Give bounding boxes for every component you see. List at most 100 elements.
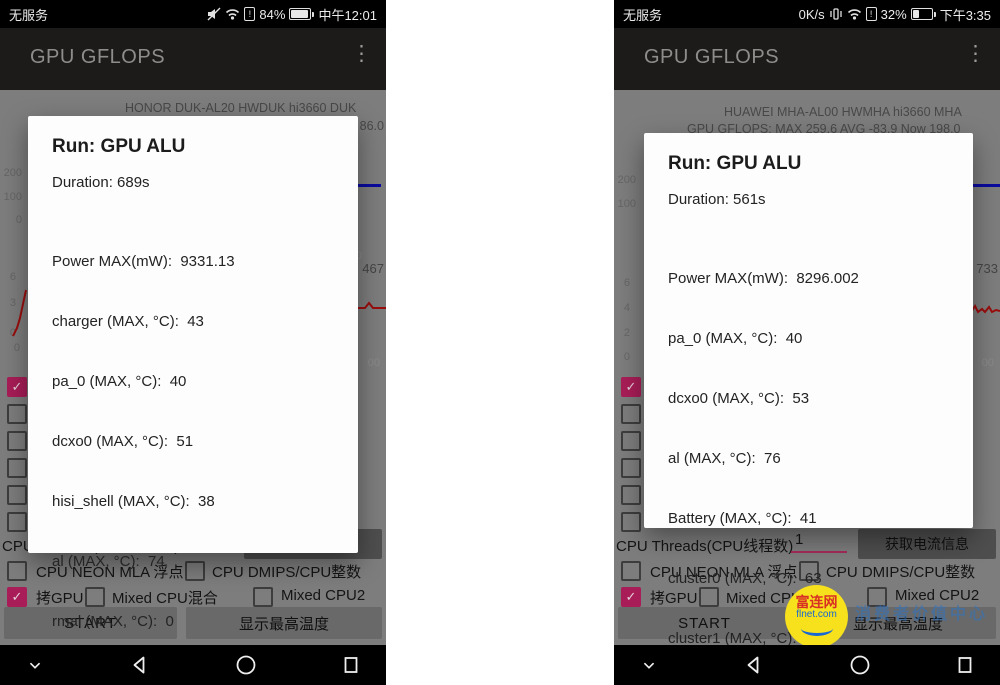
device-info-line: HUAWEI MHA-AL00 HWMHA hi3660 MHA <box>724 105 962 119</box>
option-label-gpu: 拷GPU <box>650 590 698 607</box>
battery-icon <box>910 8 933 20</box>
test-checkbox[interactable]: ✓ <box>621 404 641 424</box>
battery-icon <box>289 8 312 20</box>
axis-tick: 200 <box>3 167 22 179</box>
phone-screenshot-right: 无服务 0K/s ! 32% 下午3:35 GPU GFLOPS ⋮ HUAWE… <box>614 0 1000 685</box>
axis-tick: 0 <box>623 351 630 363</box>
back-icon[interactable] <box>127 652 153 678</box>
hide-navbar-icon[interactable] <box>22 652 48 678</box>
option-checkbox-neon[interactable]: ✓ <box>621 561 641 581</box>
result-dialog: Run: GPU ALU Duration: 561s Power MAX(mW… <box>644 133 973 647</box>
dialog-line: rmal (MAX, °C): 0 <box>52 613 174 630</box>
option-label-neon: CPU NEON MLA 浮点 <box>650 564 798 581</box>
option-checkbox-dmips[interactable]: ✓ <box>799 561 819 581</box>
show-max-temp-button[interactable]: 显示最高温度 <box>186 607 382 639</box>
check-icon: ✓ <box>11 379 23 394</box>
option-checkbox-mixed1[interactable]: ✓ <box>699 587 719 607</box>
dialog-line: dcxo0 (MAX, °C): 53 <box>668 390 810 407</box>
gflops-chart-line <box>357 184 381 187</box>
clock-label: 中午12:01 <box>318 7 377 23</box>
dialog-duration: Duration: 561s <box>668 191 766 208</box>
power-chart-line-left <box>12 289 27 337</box>
home-icon[interactable] <box>847 652 873 678</box>
start-button[interactable]: START <box>4 607 177 639</box>
check-icon: ✓ <box>625 589 637 604</box>
test-checkbox[interactable]: ✓ <box>621 485 641 505</box>
axis-tick: 100 <box>617 198 636 210</box>
dialog-line: pa_0 (MAX, °C): 40 <box>668 330 803 347</box>
power-value-fragment: 733 <box>976 261 998 276</box>
test-checkbox[interactable]: ✓ <box>7 431 27 451</box>
back-icon[interactable] <box>741 652 767 678</box>
battery-alert-icon: ! <box>244 7 256 21</box>
dialog-line: Power MAX(mW): 8296.002 <box>668 270 859 287</box>
overflow-menu-icon[interactable]: ⋮ <box>351 42 372 65</box>
phone-screenshot-left: 无服务 ! 84% 中午12:01 GPU GFLOPS ⋮ HONOR DUK… <box>0 0 386 685</box>
chart-fragment: 0 <box>355 250 362 262</box>
carrier-label: 无服务 <box>623 7 663 23</box>
option-label-mixed2: Mixed CPU2 <box>895 587 980 604</box>
option-checkbox-neon[interactable]: ✓ <box>7 561 27 581</box>
option-label-mixed2: Mixed CPU2 <box>281 587 366 604</box>
recents-icon[interactable] <box>952 652 978 678</box>
app-bar: GPU GFLOPS ⋮ <box>0 28 386 90</box>
start-button[interactable]: START <box>618 607 791 639</box>
option-checkbox-dmips[interactable]: ✓ <box>185 561 205 581</box>
axis-tick: 6 <box>623 277 630 289</box>
dialog-body: Power MAX(mW): 9331.13 charger (MAX, °C)… <box>52 212 235 685</box>
get-current-info-button[interactable]: 获取电流信息 <box>858 529 996 559</box>
watermark-smile-icon <box>800 621 833 636</box>
watermark-logo: 富连网 flnet.com <box>785 585 848 648</box>
clock-label: 下午3:35 <box>939 7 991 23</box>
result-dialog: Run: GPU ALU Duration: 689s Power MAX(mW… <box>28 116 358 685</box>
mute-icon <box>207 7 221 21</box>
home-icon[interactable] <box>233 652 259 678</box>
gflops-stats-line: GPU GFLOPS: MAX 259.6 AVG -83.9 Now 198.… <box>687 122 961 136</box>
dialog-line: al (MAX, °C): 74 <box>52 553 165 570</box>
test-checkbox[interactable]: ✓ <box>621 458 641 478</box>
nav-bar <box>0 645 386 685</box>
dialog-line: hisi_shell (MAX, °C): 38 <box>52 493 215 510</box>
dialog-title: Run: GPU ALU <box>52 136 186 157</box>
dialog-line: Power MAX(mW): 9331.13 <box>52 253 235 270</box>
axis-tick: 6 <box>9 271 16 283</box>
option-checkbox-mixed1[interactable]: ✓ <box>85 587 105 607</box>
hide-navbar-icon[interactable] <box>636 652 662 678</box>
app-bar: GPU GFLOPS ⋮ <box>614 28 1000 90</box>
cpu-threads-label: CPU Threads(CPU线程数) <box>616 538 794 555</box>
option-checkbox-mixed2[interactable]: ✓ <box>867 587 887 607</box>
axis-tick: 0 <box>15 214 22 226</box>
axis-tick: 200 <box>617 174 636 186</box>
power-chart-line <box>353 301 386 309</box>
test-checkbox[interactable]: ✓ <box>7 512 27 532</box>
option-checkbox-gpu[interactable]: ✓ <box>621 587 641 607</box>
axis-fragment: 00 <box>981 357 994 369</box>
dialog-line: cluster0 (MAX, °C): 63 <box>668 570 822 587</box>
test-checkbox[interactable]: ✓ <box>7 377 27 397</box>
axis-tick: 0 <box>9 327 16 339</box>
gflops-stats-fragment: 86.0 <box>359 119 384 133</box>
test-checkbox[interactable]: ✓ <box>621 377 641 397</box>
status-bar: 无服务 0K/s ! 32% 下午3:35 <box>614 0 1000 28</box>
overflow-menu-icon[interactable]: ⋮ <box>965 42 986 65</box>
app-title: GPU GFLOPS <box>644 46 780 68</box>
dialog-title: Run: GPU ALU <box>668 153 802 174</box>
dialog-line: pa_0 (MAX, °C): 40 <box>52 373 187 390</box>
test-checkbox[interactable]: ✓ <box>621 512 641 532</box>
net-speed-label: 0K/s <box>798 6 825 22</box>
option-checkbox-gpu[interactable]: ✓ <box>7 587 27 607</box>
option-label-dmips: CPU DMIPS/CPU整数 <box>212 564 362 581</box>
device-info-line: HONOR DUK-AL20 HWDUK hi3660 DUK <box>125 101 357 115</box>
check-icon: ✓ <box>11 589 23 604</box>
test-checkbox[interactable]: ✓ <box>7 485 27 505</box>
dialog-line: al (MAX, °C): 76 <box>668 450 781 467</box>
dialog-line: Battery (MAX, °C): 41 <box>668 510 817 527</box>
test-checkbox[interactable]: ✓ <box>7 458 27 478</box>
watermark-name: 富连网 <box>795 594 838 610</box>
recents-icon[interactable] <box>338 652 364 678</box>
cpu-threads-input[interactable]: 1 <box>791 531 847 553</box>
test-checkbox[interactable]: ✓ <box>621 431 641 451</box>
test-checkbox[interactable]: ✓ <box>7 404 27 424</box>
battery-alert-icon: ! <box>865 7 877 21</box>
option-checkbox-mixed2[interactable]: ✓ <box>253 587 273 607</box>
